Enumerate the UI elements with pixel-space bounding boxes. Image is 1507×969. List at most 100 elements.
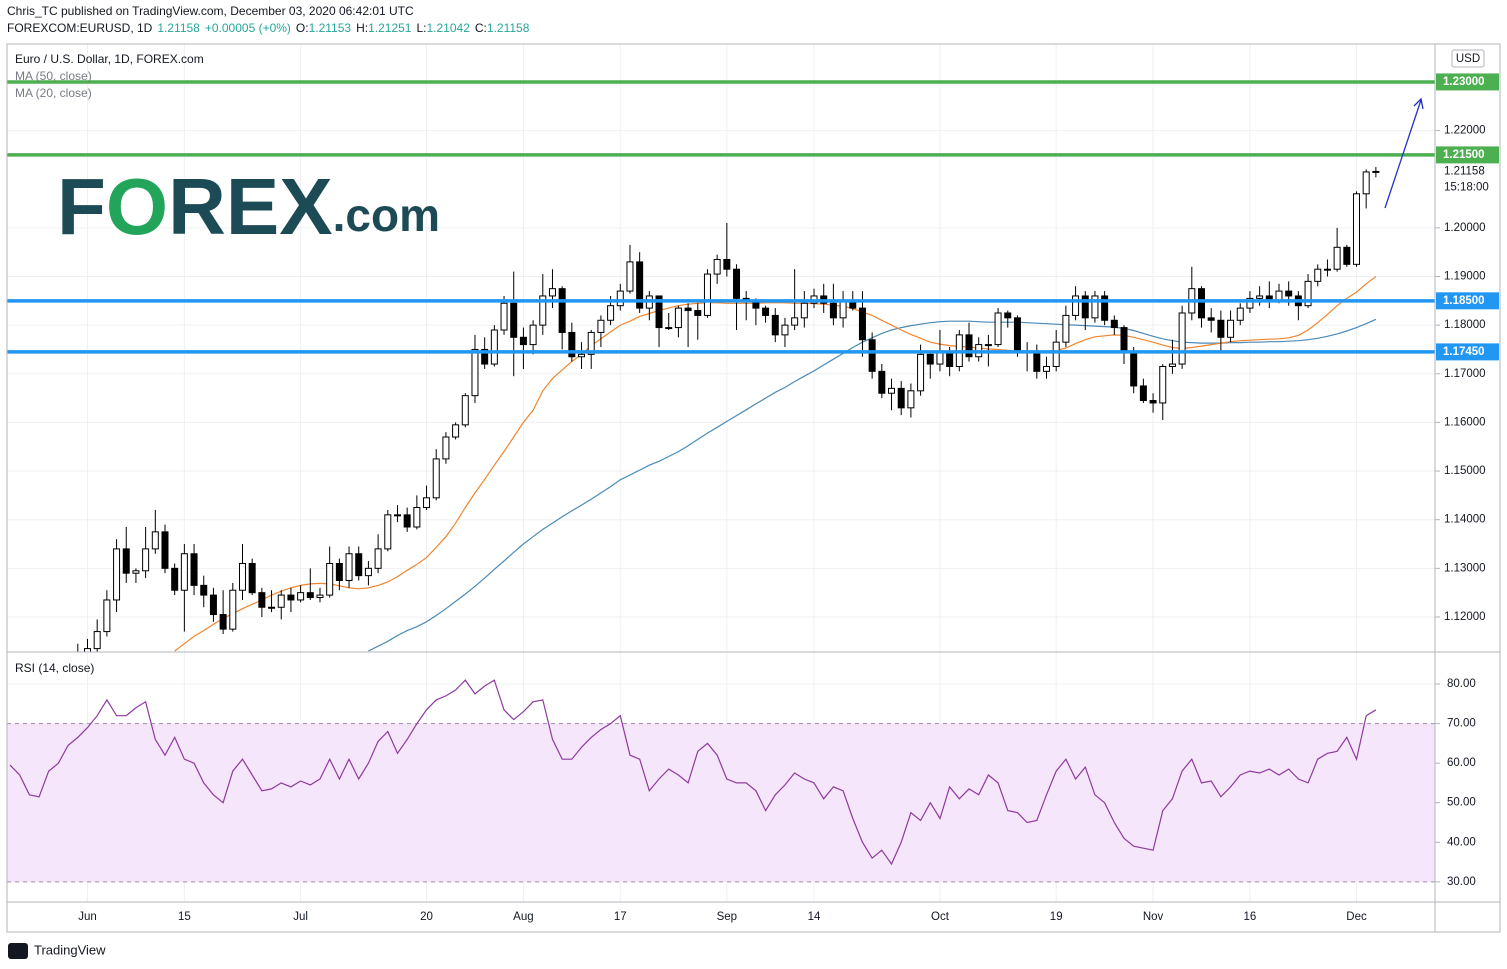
candle-body (607, 305, 615, 321)
candle-body (326, 562, 334, 596)
frame (6, 43, 1501, 933)
candle-body (335, 562, 343, 581)
frame-border (6, 43, 1501, 933)
candle-body (888, 387, 896, 394)
candle-body (839, 300, 847, 319)
candle-body (791, 317, 799, 326)
candle-body (597, 319, 605, 333)
candle-body (684, 307, 692, 312)
quote-part: 1.21042 (427, 21, 471, 35)
footer: TradingView (8, 942, 106, 959)
candle-body (384, 514, 392, 550)
candle-body (364, 567, 372, 577)
candle-body (209, 594, 217, 616)
currency-box (1451, 49, 1485, 68)
y-tick-label: 1.20000 (1444, 222, 1486, 234)
candle-body (413, 507, 421, 528)
footer-icon (8, 943, 28, 959)
candle-body (694, 310, 702, 316)
candle-body (238, 562, 246, 591)
level-label: 1.17450 (1443, 346, 1485, 358)
candle-body (297, 592, 305, 601)
candle-body (180, 553, 188, 591)
y-tick-label: 70.00 (1447, 718, 1476, 730)
candle-body (306, 592, 314, 599)
candle-body (161, 531, 169, 569)
candle-body (1198, 288, 1206, 319)
x-tick-label: Nov (1143, 911, 1164, 923)
x-tick-label: Jun (78, 911, 97, 923)
candle-body (171, 567, 179, 591)
candle-body (316, 594, 324, 599)
level-label-box (1436, 73, 1499, 91)
x-tick-label: 14 (808, 911, 821, 923)
candle-body (151, 531, 159, 550)
candle-body (1168, 363, 1176, 367)
x-tick-label: Sep (717, 911, 737, 923)
last-price-box (1436, 163, 1499, 196)
legend-entry: MA (20, close) (15, 86, 92, 100)
candle-body (878, 370, 886, 394)
x-tick-label: Dec (1346, 911, 1367, 923)
y-tick-label: 80.00 (1447, 678, 1476, 690)
candle-body (626, 261, 634, 292)
x-tick-label: 20 (420, 911, 433, 923)
y-tick-label: 50.00 (1447, 797, 1476, 809)
candle-body (1236, 307, 1244, 321)
candle-body (500, 302, 508, 331)
candle-body (616, 290, 624, 307)
candle-body (200, 584, 208, 596)
candle-body (229, 589, 237, 630)
axes: Jun 15 Jul 20 Aug 17 Sep 14 Oct 19 Nov 16 Dec 1.12000… (78, 73, 1499, 923)
quote-part: C: (475, 21, 487, 35)
candle-body (926, 353, 934, 365)
arrow-line (1384, 99, 1422, 209)
candle-body (374, 548, 382, 569)
candle-body (1323, 268, 1331, 271)
quote-part: +0.00005 (+0%) (205, 21, 291, 35)
level-label: 1.23000 (1443, 76, 1485, 88)
x-tick-label: 17 (614, 911, 627, 923)
candle-body (1159, 365, 1167, 404)
logo-part: O (106, 162, 168, 251)
candle-body (1178, 312, 1186, 365)
candle-body (1333, 246, 1341, 270)
candle-body (529, 324, 537, 346)
candle-body (578, 353, 586, 358)
x-tick-label: Aug (513, 911, 533, 923)
candle-body (723, 258, 731, 270)
candle-body (674, 307, 682, 329)
rsi-band (7, 723, 1435, 883)
candle-body (423, 497, 431, 509)
candle-body (219, 614, 227, 630)
y-tick-label: 1.16000 (1444, 416, 1486, 428)
candle-body (1362, 171, 1370, 195)
x-tick-label: 15 (178, 911, 191, 923)
candle-body (1081, 295, 1089, 319)
logo-part: .com (333, 189, 440, 241)
countdown: 15:18:00 (1444, 182, 1489, 194)
candle-body (132, 570, 140, 574)
rsi-title: RSI (14, close) (15, 661, 94, 675)
quote-part: O: (296, 21, 309, 35)
candle-body (587, 331, 595, 355)
candle-body (248, 562, 256, 594)
quote-part: 1.21153 (309, 21, 352, 35)
logo-text: FOREX.com (57, 162, 440, 251)
candle-body (984, 344, 992, 347)
candle-body (93, 631, 101, 650)
candle-body (771, 314, 779, 336)
candle-body (703, 273, 711, 316)
candle-body (471, 348, 479, 397)
candle-body (1246, 297, 1254, 309)
rsi-pane (9, 679, 1377, 866)
candle-body (994, 312, 1002, 346)
candle-body (1314, 268, 1322, 282)
candle-body (800, 302, 808, 319)
candle-body (1004, 312, 1012, 319)
y-tick-label: 1.22000 (1444, 125, 1486, 137)
publisher: Chris_TC published on TradingView.com, D… (7, 4, 414, 18)
y-tick-label: 40.00 (1447, 836, 1476, 848)
candle-body (355, 553, 363, 577)
x-tick-label: 19 (1050, 911, 1063, 923)
